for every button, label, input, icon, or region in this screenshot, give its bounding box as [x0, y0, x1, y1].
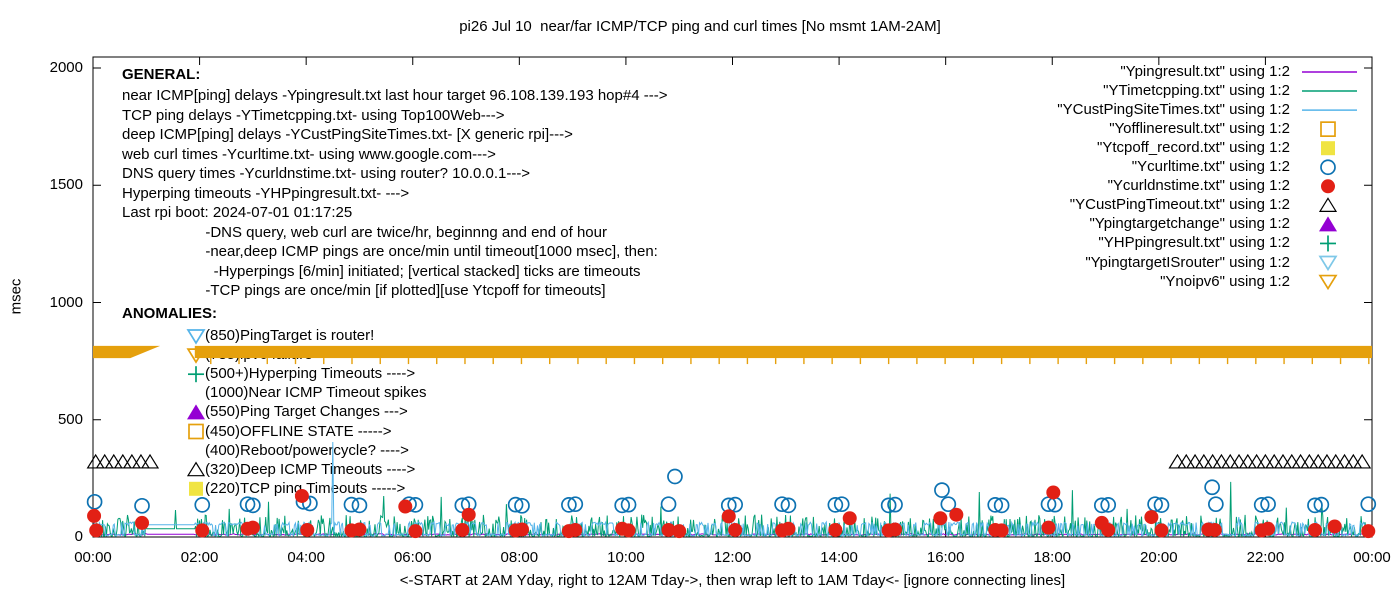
- x-tick-label: 08:00: [500, 549, 539, 566]
- legend-label-YTimetcpping: "YTimetcpping.txt" using 1:2: [1103, 82, 1290, 100]
- general-line: Hyperping timeouts -YHPpingresult.txt- -…: [122, 184, 410, 202]
- x-tick-label: 18:00: [1033, 549, 1072, 566]
- anomalies-heading: ANOMALIES:: [122, 305, 217, 322]
- x-tick-label: 16:00: [926, 549, 965, 566]
- legend-label-Ycurltime: "Ycurltime.txt" using 1:2: [1131, 158, 1290, 176]
- general-line: TCP ping delays -YTimetcpping.txt- using…: [122, 106, 505, 124]
- general-line: -Hyperpings [6/min] initiated; [vertical…: [122, 262, 641, 280]
- x-axis-label: <-START at 2AM Yday, right to 12AM Tday-…: [399, 572, 1066, 589]
- y-axis-label: msec: [7, 278, 25, 315]
- anomaly-item: (550)Ping Target Changes --->: [205, 403, 408, 421]
- general-line: deep ICMP[ping] delays -YCustPingSiteTim…: [122, 126, 573, 143]
- y-tick-label: 1500: [49, 176, 83, 194]
- legend-label-YpingtargetISrouter: "YpingtargetISrouter" using 1:2: [1085, 253, 1290, 271]
- general-line: -TCP pings are once/min [if plotted][use…: [122, 282, 606, 299]
- anomaly-item: (400)Reboot/powercycle? ---->: [205, 441, 409, 459]
- y-tick-label: 1000: [49, 293, 83, 311]
- x-tick-label: 06:00: [393, 549, 432, 566]
- x-tick-label: 12:00: [713, 549, 752, 566]
- x-tick-label: 20:00: [1140, 549, 1178, 566]
- x-tick-label: 04:00: [287, 549, 325, 566]
- x-tick-label: 00:00: [1353, 549, 1391, 566]
- legend-label-Ycurldnstime: "Ycurldnstime.txt" using 1:2: [1107, 177, 1290, 195]
- legend-label-Ynoipv6: "Ynoipv6" using 1:2: [1160, 272, 1290, 290]
- y-tick-label: 0: [74, 528, 83, 545]
- anomaly-item: (220)TCP ping Timeouts ----->: [205, 479, 406, 497]
- anomaly-item: (850)PingTarget is router!: [205, 327, 375, 344]
- general-heading: GENERAL:: [122, 66, 201, 83]
- y-tick-label: 500: [57, 410, 83, 428]
- legend-label-YHPpingresult: "YHPpingresult.txt" using 1:2: [1098, 234, 1290, 252]
- anomaly-item: (320)Deep ICMP Timeouts ---->: [205, 460, 416, 478]
- x-tick-label: 22:00: [1246, 549, 1285, 566]
- general-line: -DNS query, web curl are twice/hr, begin…: [122, 223, 607, 241]
- general-line: near ICMP[ping] delays -Ypingresult.txt …: [122, 87, 668, 104]
- general-line: web curl times -Ycurltime.txt- using www…: [122, 145, 496, 163]
- anomaly-item: (1000)Near ICMP Timeout spikes: [205, 384, 427, 402]
- general-line: DNS query times -Ycurldnstime.txt- using…: [122, 165, 531, 182]
- legend-label-Ypingtargetchange: "Ypingtargetchange" using 1:2: [1089, 215, 1290, 233]
- legend-label-Yofflineresult: "Yofflineresult.txt" using 1:2: [1109, 120, 1290, 138]
- legend-label-Ypingresult: "Ypingresult.txt" using 1:2: [1120, 63, 1290, 80]
- anomaly-item: (785)ipv6 failure ---->: [205, 346, 346, 364]
- anomaly-item: (450)OFFLINE STATE ----->: [205, 422, 392, 440]
- legend-label-Ytcpoff_record: "Ytcpoff_record.txt" using 1:2: [1097, 139, 1290, 157]
- x-tick-label: 14:00: [820, 549, 858, 566]
- chart-title: pi26 Jul 10 near/far ICMP/TCP ping and c…: [459, 18, 941, 35]
- general-line: -near,deep ICMP pings are once/min until…: [122, 243, 658, 260]
- x-tick-label: 02:00: [180, 549, 219, 566]
- general-line: Last rpi boot: 2024-07-01 01:17:25: [122, 204, 353, 221]
- anomaly-item: (500+)Hyperping Timeouts ---->: [205, 365, 416, 383]
- legend-label-YCustPingTimeout: "YCustPingTimeout.txt" using 1:2: [1069, 196, 1290, 214]
- legend-label-YCustPingSiteTimes: "YCustPingSiteTimes.txt" using 1:2: [1057, 101, 1290, 119]
- y-tick-label: 2000: [49, 59, 83, 76]
- x-tick-label: 00:00: [74, 549, 112, 566]
- x-tick-label: 10:00: [607, 549, 645, 566]
